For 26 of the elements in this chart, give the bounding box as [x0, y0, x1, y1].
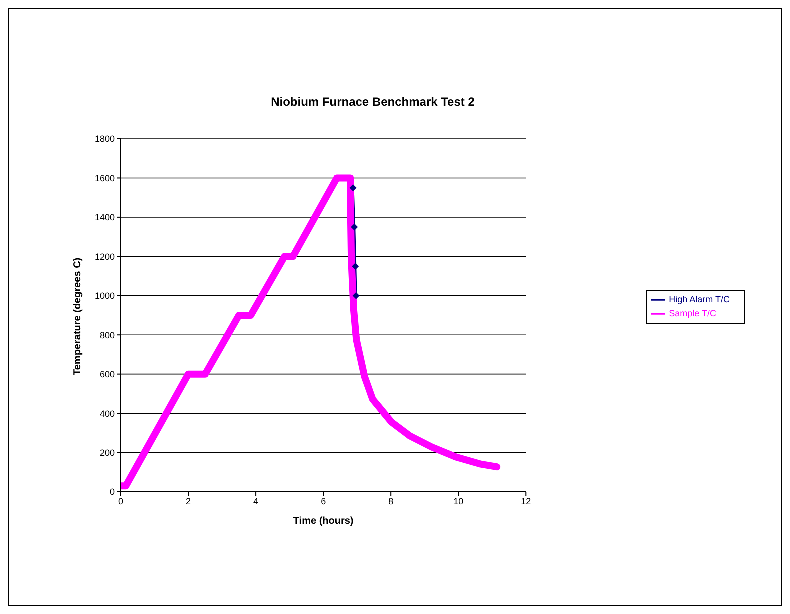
- x-tick-label: 10: [454, 496, 464, 506]
- point: [350, 184, 357, 192]
- y-tick-label: 1200: [94, 252, 115, 262]
- x-tick-label: 8: [388, 496, 394, 506]
- y-tick-label: 1800: [94, 134, 115, 144]
- point: [351, 224, 358, 231]
- x-tick-label: 6: [321, 496, 326, 506]
- y-tick-label: 1400: [94, 212, 115, 223]
- point: [352, 292, 360, 300]
- x-tick-label: 0: [118, 496, 124, 506]
- y-tick-label: 800: [100, 330, 115, 340]
- y-tick-label: 1000: [94, 291, 115, 302]
- legend-label: High Alarm T/C: [669, 294, 730, 304]
- x-tick-label: 2: [186, 496, 192, 506]
- y-tick-label: 200: [100, 448, 115, 458]
- x-axis-title: Time (hours): [293, 516, 354, 527]
- y-tick-label: 600: [100, 370, 115, 380]
- y-tick-label: 1600: [94, 173, 115, 184]
- y-axis-title: Temperature (degrees C): [72, 258, 84, 376]
- chart-title: Niobium Furnace Benchmark Test 2: [270, 95, 476, 109]
- point: [352, 262, 360, 270]
- x-tick-label: 12: [521, 496, 532, 506]
- y-tick-label: 0: [110, 487, 115, 498]
- y-tick-label: 400: [100, 408, 115, 419]
- x-tick-label: 4: [254, 496, 259, 506]
- legend-label: Sample T/C: [669, 308, 716, 318]
